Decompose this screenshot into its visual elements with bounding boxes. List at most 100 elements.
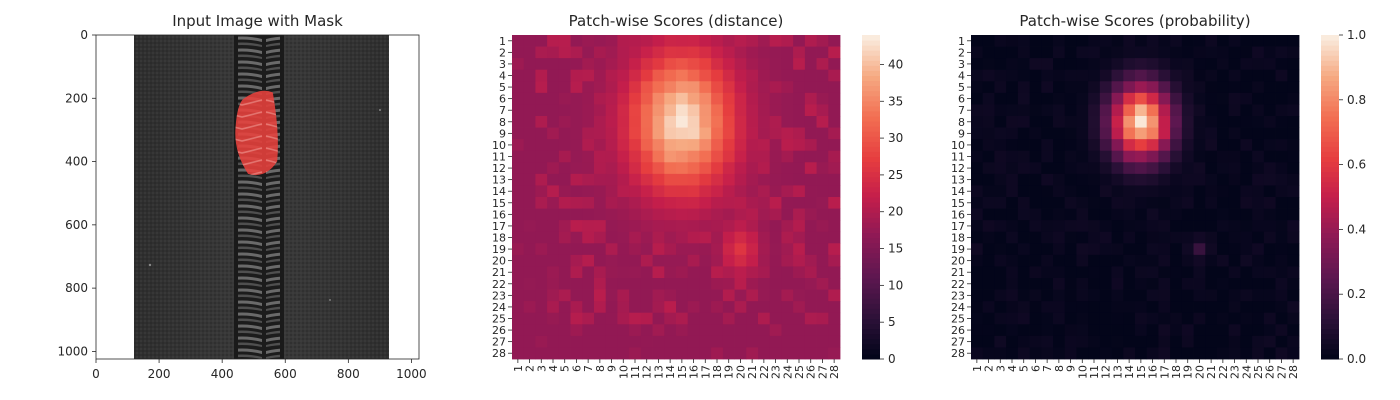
x-tick-label: 20	[1193, 365, 1206, 379]
y-tick-label: 13	[492, 174, 506, 187]
heatmap-cell	[1181, 150, 1194, 163]
heatmap-cell	[582, 243, 595, 256]
heatmap-cell	[1217, 208, 1230, 221]
colorbar-segment	[862, 171, 880, 178]
heatmap-cell	[570, 197, 583, 209]
heatmap-cell	[816, 324, 829, 337]
x-tick-label: 23	[770, 365, 783, 379]
heatmap-cell	[1006, 81, 1019, 94]
heatmap-cell	[1041, 185, 1054, 198]
x-tick-label: 14	[664, 365, 677, 379]
heatmap-cell	[664, 254, 677, 267]
colorbar-segment	[862, 95, 880, 102]
heatmap-cell	[535, 92, 548, 105]
heatmap-cell	[1263, 81, 1276, 94]
heatmap-cell	[594, 104, 607, 117]
heatmap-cell	[1017, 301, 1030, 314]
heatmap-cell	[746, 347, 759, 360]
heatmap-cell	[640, 335, 653, 348]
heatmap-cell	[582, 127, 595, 140]
heatmap-cell	[1158, 335, 1171, 348]
heatmap-cell	[523, 335, 536, 348]
heatmap-cell	[722, 324, 735, 337]
heatmap-cell	[1064, 289, 1077, 302]
heatmap-cell	[982, 324, 995, 337]
heatmap-cell	[582, 231, 595, 244]
heatmap-cell	[1287, 150, 1300, 163]
heatmap-cell	[816, 208, 829, 221]
heatmap-cell	[535, 243, 548, 256]
heatmap-cell	[535, 116, 548, 128]
heatmap-cell	[1041, 173, 1054, 186]
heatmap-cell	[1041, 324, 1054, 337]
heatmap-cell	[558, 254, 571, 267]
heatmap-cell	[1053, 116, 1066, 128]
heatmap-cell	[1205, 35, 1218, 47]
heatmap-cell	[1193, 150, 1206, 163]
colorbar-segment	[862, 126, 880, 132]
heatmap-cell	[547, 116, 560, 128]
heatmap-cell	[512, 35, 525, 47]
heatmap-cell	[982, 116, 995, 128]
heatmap-cell	[1053, 231, 1066, 244]
heatmap-cell	[512, 92, 525, 105]
x-tick-label: 9	[1065, 365, 1078, 372]
heatmap-cell	[1006, 173, 1019, 186]
heatmap-cell	[640, 243, 653, 256]
heatmap-cell	[1240, 69, 1253, 82]
heatmap-cell	[1146, 278, 1159, 290]
heatmap-cell	[722, 197, 735, 209]
heatmap-cell	[1228, 254, 1241, 267]
heatmap-cell	[769, 162, 782, 175]
heatmap-cell	[982, 335, 995, 348]
colorbar-tick-label: 25	[888, 168, 903, 182]
y-tick-label: 10	[951, 139, 965, 152]
heatmap-cell	[523, 312, 536, 325]
heatmap-cell	[570, 173, 583, 186]
heatmap-cell	[664, 173, 677, 186]
heatmap-cell	[1252, 324, 1265, 337]
heatmap-cell	[676, 197, 689, 209]
heatmap-cell	[664, 104, 677, 117]
heatmap-cell	[734, 289, 747, 302]
heatmap-cell	[1158, 81, 1171, 94]
heatmap-cell	[629, 150, 642, 163]
heatmap-cell	[982, 185, 995, 198]
heatmap-cell	[1158, 231, 1171, 244]
heatmap-cell	[676, 243, 689, 256]
x-tick-label: 19	[1182, 365, 1195, 379]
heatmap-cell	[1252, 150, 1265, 163]
heatmap-cell	[1275, 266, 1288, 279]
heatmap-cell	[640, 324, 653, 337]
heatmap-cell	[629, 58, 642, 71]
heatmap-cell	[582, 197, 595, 209]
heatmap-cell	[605, 312, 618, 325]
heatmap-cell	[804, 46, 817, 59]
y-tick-label: 14	[951, 185, 965, 198]
heatmap-cell	[1006, 104, 1019, 117]
heatmap-cell	[640, 185, 653, 198]
heatmap-cell	[1041, 104, 1054, 117]
heatmap-cell	[547, 220, 560, 233]
heatmap-cell	[629, 104, 642, 117]
heatmap-cell	[1135, 243, 1148, 256]
colorbar-segment	[862, 288, 880, 294]
heatmap-cell	[781, 173, 794, 186]
y-tick-label: 26	[951, 324, 965, 337]
heatmap-cell	[1017, 162, 1030, 175]
x-tick-label: 200	[148, 367, 171, 381]
heatmap-cell	[1076, 278, 1089, 290]
heatmap-cell	[652, 243, 665, 256]
heatmap-cell	[1181, 312, 1194, 325]
heatmap-cell	[1123, 185, 1136, 198]
heatmap-cell	[971, 197, 984, 209]
heatmap-cell	[1076, 301, 1089, 314]
heatmap-cell	[971, 173, 984, 186]
heatmap-cell	[1158, 150, 1171, 163]
heatmap-cell	[594, 185, 607, 198]
heatmap-cell	[1287, 104, 1300, 117]
heatmap-cell	[1287, 92, 1300, 105]
heatmap-cell	[512, 104, 525, 117]
heatmap-cell	[722, 220, 735, 233]
heatmap-cell	[1170, 104, 1183, 117]
